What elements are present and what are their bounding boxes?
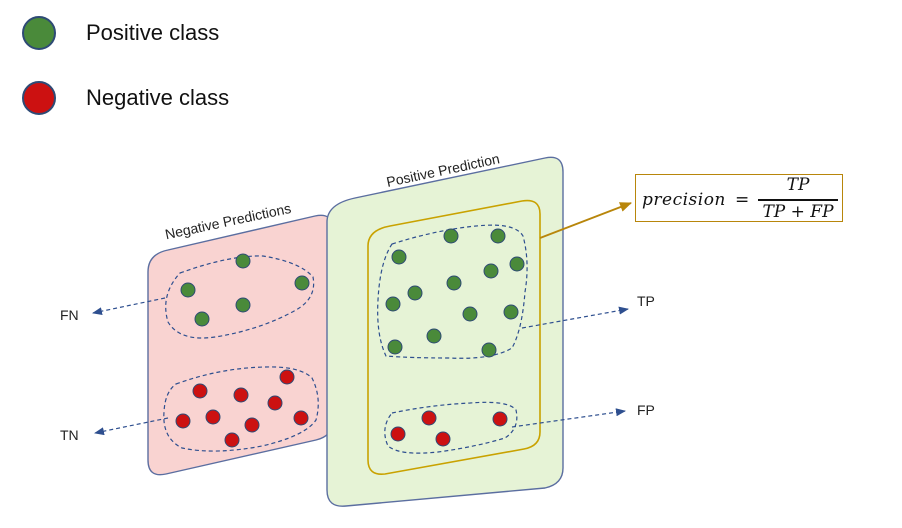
- tp-dot: [483, 263, 499, 279]
- fn-cluster-outline: [165, 255, 315, 339]
- fp-label: FP: [637, 402, 655, 418]
- formula-equals: =: [735, 190, 750, 210]
- tn-dot: [192, 383, 208, 399]
- tn-dot: [293, 410, 309, 426]
- positive-prediction-panel: [326, 156, 564, 507]
- tn-dot: [205, 409, 221, 425]
- tp-dot: [426, 328, 442, 344]
- tn-cluster-outline: [163, 366, 319, 452]
- tn-dot: [224, 432, 240, 448]
- formula-lhs: precision: [642, 190, 726, 210]
- positive-class-label: Positive class: [86, 20, 220, 45]
- fn-dot: [235, 297, 251, 313]
- tn-dot: [233, 387, 249, 403]
- fp-dot: [421, 410, 437, 426]
- negative-class-swatch: [22, 81, 56, 115]
- fp-dot: [492, 411, 508, 427]
- tp-dot: [385, 296, 401, 312]
- fn-dot: [235, 253, 251, 269]
- tp-dot: [407, 285, 423, 301]
- tn-dot: [244, 417, 260, 433]
- true-positive-dots: [385, 228, 525, 358]
- fp-arrow: [511, 408, 626, 428]
- formula-numerator: TP: [786, 175, 810, 195]
- fn-arrow: [92, 297, 166, 316]
- tp-dot: [462, 306, 478, 322]
- formula-denominator: TP + FP: [762, 202, 834, 222]
- false-negative-dots: [180, 253, 310, 327]
- true-negative-dots: [175, 369, 309, 448]
- tn-dot: [267, 395, 283, 411]
- tp-dot: [443, 228, 459, 244]
- fn-dot: [180, 282, 196, 298]
- fp-dot: [390, 426, 406, 442]
- tp-dot: [490, 228, 506, 244]
- legend-positive: Positive class: [22, 16, 219, 50]
- tp-dot: [503, 304, 519, 320]
- tp-dot: [387, 339, 403, 355]
- tp-dot: [391, 249, 407, 265]
- legend-negative: Negative class: [22, 81, 229, 115]
- tp-dot: [446, 275, 462, 291]
- tn-dot: [279, 369, 295, 385]
- precision-arrow: [539, 202, 632, 239]
- tp-label: TP: [637, 293, 655, 309]
- fn-label: FN: [60, 307, 79, 323]
- false-positive-dots: [390, 410, 508, 447]
- tp-dot: [509, 256, 525, 272]
- tn-arrow: [94, 417, 169, 436]
- fn-dot: [194, 311, 210, 327]
- fp-cluster-outline: [384, 401, 518, 454]
- tp-cluster-outline: [377, 224, 528, 359]
- tn-label: TN: [60, 427, 79, 443]
- fp-dot: [435, 431, 451, 447]
- fn-dot: [294, 275, 310, 291]
- positive-class-swatch: [22, 16, 56, 50]
- negative-class-label: Negative class: [86, 85, 230, 110]
- tn-dot: [175, 413, 191, 429]
- tp-dot: [481, 342, 497, 358]
- formula-fraction-bar: [758, 199, 838, 201]
- precision-formula: precision = TP TP + FP: [635, 174, 843, 222]
- tp-arrow: [521, 306, 629, 329]
- predicted-positive-outline: [367, 199, 541, 476]
